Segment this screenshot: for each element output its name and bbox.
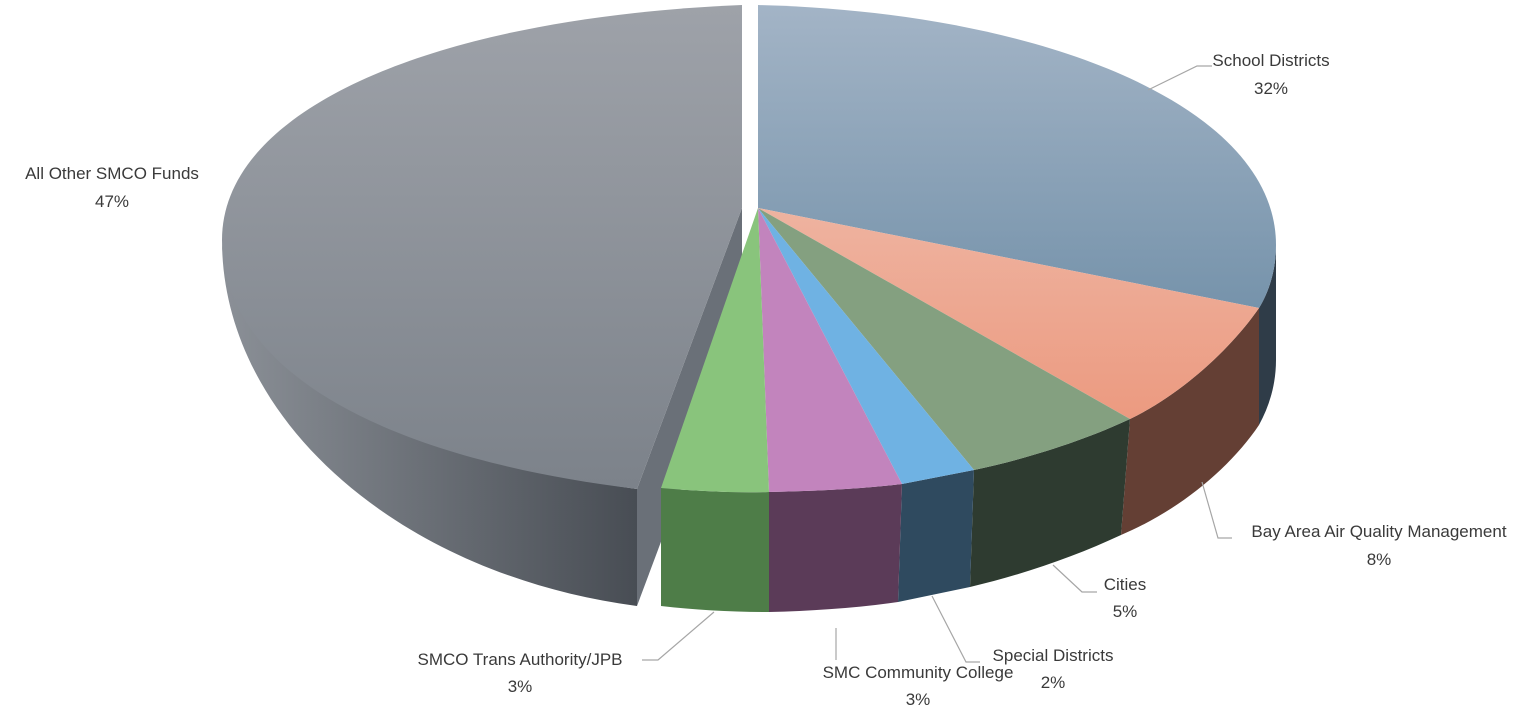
leader-school	[1147, 65, 1212, 91]
slice-side-trans	[661, 488, 769, 612]
label-cities: Cities	[1104, 575, 1147, 594]
value-special-districts: 2%	[1041, 673, 1066, 692]
slice-side-special	[898, 470, 974, 602]
label-smco-trans-authority: SMCO Trans Authority/JPB	[417, 650, 622, 669]
slice-side-school	[1259, 245, 1276, 425]
slice-top-trans	[661, 208, 769, 493]
slice-top-community	[758, 208, 902, 492]
value-bay-area-air-quality: 8%	[1367, 550, 1392, 569]
slice-top-all-other	[222, 5, 742, 489]
slice-side-air-quality	[1121, 308, 1259, 535]
pie-top-faces	[661, 5, 1276, 493]
leader-air-quality	[1201, 481, 1232, 539]
slice-top-air-quality	[758, 208, 1259, 419]
label-smc-community-college: SMC Community College	[823, 663, 1014, 682]
slice-side-community	[769, 484, 902, 612]
label-all-other-smco-funds: All Other SMCO Funds	[25, 164, 199, 183]
label-school-districts: School Districts	[1212, 51, 1329, 70]
value-school-districts: 32%	[1254, 79, 1288, 98]
leader-special	[931, 595, 980, 663]
slice-side-cities	[970, 419, 1130, 587]
slice-side-all-other	[222, 240, 637, 606]
slice-top-school	[758, 5, 1276, 308]
pie-side-walls	[661, 245, 1276, 612]
data-labels: School Districts 32% Bay Area Air Qualit…	[25, 51, 1507, 709]
label-bay-area-air-quality: Bay Area Air Quality Management	[1251, 522, 1506, 541]
leader-lines	[642, 65, 1232, 663]
slice-top-special	[758, 208, 974, 484]
leader-trans	[642, 611, 715, 661]
value-smc-community-college: 3%	[906, 690, 931, 709]
value-smco-trans-authority: 3%	[508, 677, 533, 696]
label-special-districts: Special Districts	[993, 646, 1114, 665]
leader-cities	[1052, 564, 1097, 593]
value-cities: 5%	[1113, 602, 1138, 621]
slice-top-cities	[758, 208, 1130, 470]
value-all-other-smco-funds: 47%	[95, 192, 129, 211]
